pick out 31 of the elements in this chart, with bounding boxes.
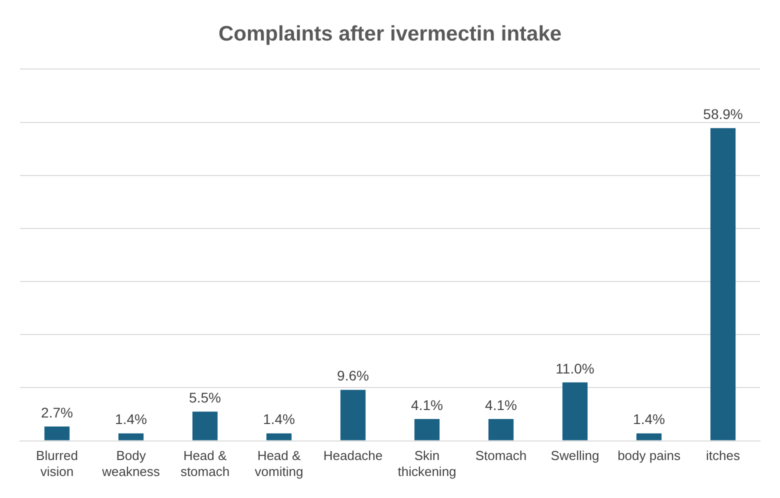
x-tick-label: Headache — [323, 448, 383, 464]
x-tick-label: Body weakness — [101, 448, 160, 479]
x-tick-label: body pains — [618, 448, 681, 464]
data-label: 2.7% — [41, 404, 73, 420]
bar — [118, 433, 144, 440]
x-tick-label: itches — [706, 448, 740, 464]
data-label: 1.4% — [263, 411, 295, 428]
x-tick-label: Skin thickening — [398, 448, 456, 479]
data-label: 1.4% — [633, 411, 665, 428]
bar — [340, 390, 366, 440]
x-tick-label: Head & vomiting — [254, 448, 304, 479]
bar — [562, 382, 588, 440]
data-label: 4.1% — [485, 396, 517, 413]
data-label: 58.9% — [703, 106, 743, 122]
data-label: 9.6% — [337, 368, 369, 384]
data-label: 4.1% — [411, 396, 443, 413]
bar — [414, 419, 440, 440]
x-tick-label: Stomach — [475, 448, 527, 464]
bar — [192, 412, 218, 440]
chart-title: Complaints after ivermectin intake — [218, 22, 562, 46]
x-tick-label: Head & stomach — [180, 448, 230, 479]
bar — [636, 433, 662, 440]
x-tick-label: Swelling — [550, 448, 600, 464]
bar — [266, 433, 292, 440]
bar — [710, 128, 736, 440]
bar — [488, 419, 514, 440]
data-label: 1.4% — [115, 411, 147, 428]
data-label: 5.5% — [189, 389, 221, 406]
x-tick-label: Blurred vision — [36, 448, 78, 479]
data-label: 11.0% — [556, 360, 594, 376]
bar — [44, 426, 70, 440]
